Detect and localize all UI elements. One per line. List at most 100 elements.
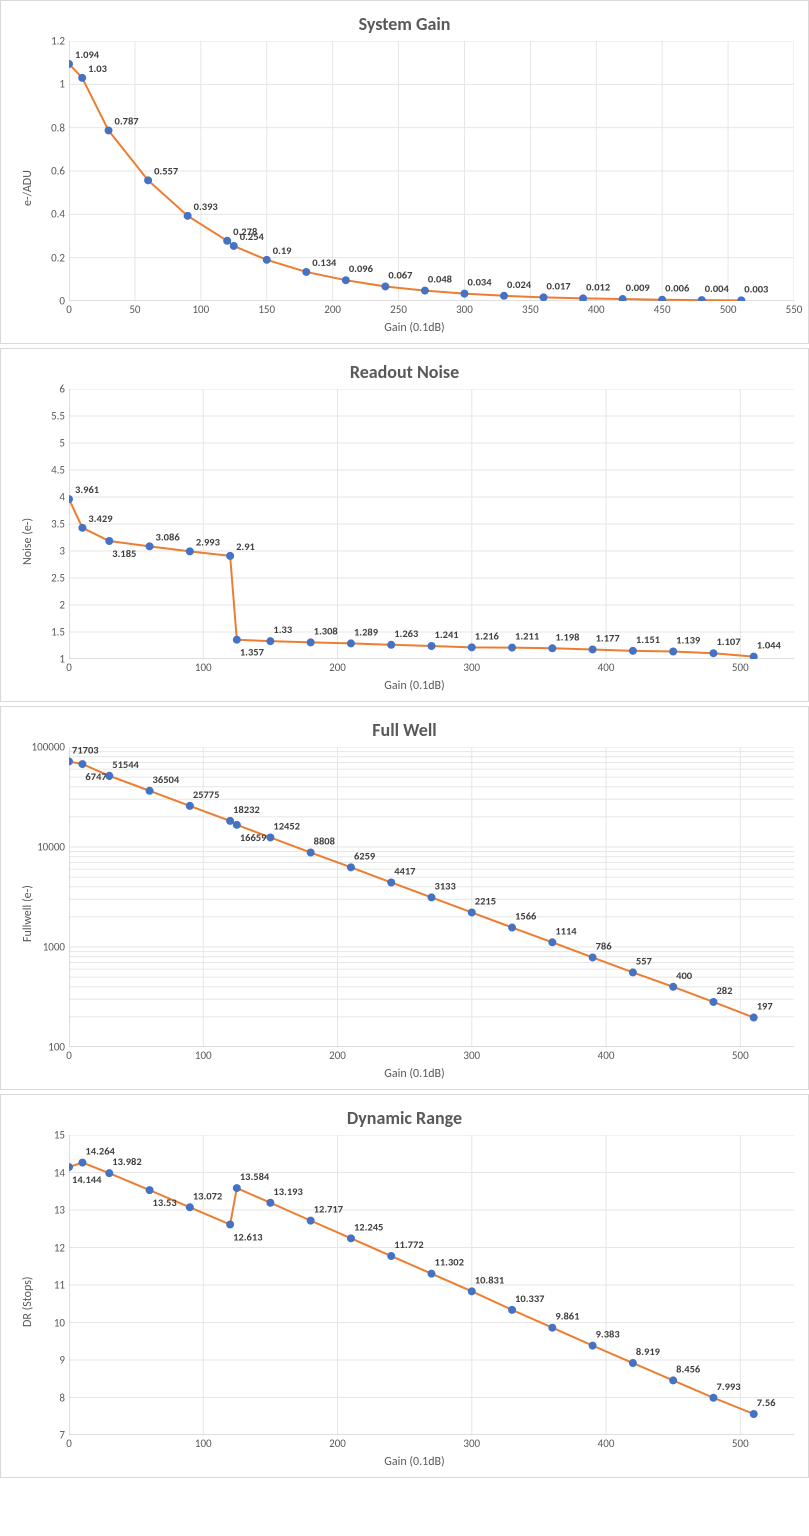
data-label: 1.263 [394, 627, 419, 640]
data-label: 13.193 [273, 1185, 303, 1198]
data-label: 18232 [233, 803, 260, 816]
y-tick-label: 1 [59, 78, 69, 91]
y-tick-label: 6 [59, 383, 69, 396]
y-tick-label: 0.8 [51, 121, 69, 134]
y-tick-label: 0.2 [51, 251, 69, 264]
data-label: 8808 [314, 835, 336, 848]
y-tick-label: 12 [54, 1241, 69, 1254]
x-tick-label: 550 [786, 303, 803, 316]
data-label: 7.993 [716, 1380, 741, 1393]
y-tick-label: 3.5 [51, 518, 69, 531]
chart-readout-noise: Readout NoiseNoise (e-)3.9613.4293.1853.… [0, 348, 809, 702]
chart-full-well: Full WellFullwell (e-)717036747651544365… [0, 706, 809, 1090]
data-label: 3133 [435, 879, 457, 892]
data-label: 0.034 [467, 276, 492, 289]
y-tick-label: 1.2 [51, 35, 69, 48]
data-label: 1.044 [757, 639, 782, 652]
y-tick-label: 13 [54, 1204, 69, 1217]
y-tick-label: 3 [59, 545, 69, 558]
data-label: 400 [676, 969, 693, 982]
data-label: 25775 [193, 788, 220, 801]
x-tick-label: 200 [329, 1049, 346, 1062]
data-label: 9.861 [555, 1310, 579, 1323]
data-label: 1.139 [676, 633, 701, 646]
y-axis-label: Noise (e-) [17, 389, 35, 693]
data-label: 51544 [112, 758, 139, 771]
x-tick-label: 400 [588, 303, 605, 316]
x-tick-label: 400 [598, 1049, 615, 1062]
x-tick-label: 0 [66, 1049, 72, 1062]
data-label: 1566 [515, 910, 537, 923]
data-label: 3.961 [75, 483, 99, 496]
data-label: 10.831 [475, 1273, 504, 1286]
x-tick-label: 500 [732, 1049, 749, 1062]
data-label: 557 [636, 954, 653, 967]
plot-area: 1.0941.030.7870.5570.3930.2780.2540.190.… [69, 41, 809, 301]
data-label: 11.302 [435, 1256, 464, 1269]
x-axis-label: Gain (0.1dB) [35, 1067, 794, 1081]
x-axis-label: Gain (0.1dB) [35, 679, 794, 693]
data-label: 1.094 [75, 48, 100, 61]
x-tick-label: 0 [66, 661, 72, 674]
plot-area: 7170367476515443650425775182321665912452… [69, 747, 809, 1047]
data-label: 0.096 [349, 262, 374, 275]
data-label: 9.383 [596, 1328, 621, 1341]
y-tick-label: 0.4 [51, 208, 69, 221]
data-label: 71703 [72, 747, 99, 756]
data-label: 13.072 [193, 1189, 222, 1202]
data-label: 1.107 [716, 635, 741, 648]
data-label: 282 [716, 984, 732, 997]
data-label: 12452 [273, 819, 300, 832]
page: System Gaine-/ADU1.0941.030.7870.5570.39… [0, 0, 809, 1478]
x-tick-label: 100 [195, 1049, 212, 1062]
x-tick-label: 50 [129, 303, 140, 316]
data-label: 0.003 [744, 282, 769, 295]
chart-title: Dynamic Range [17, 1107, 792, 1129]
data-label: 1.03 [88, 62, 107, 75]
plot-area: 14.14414.26413.98213.5313.07212.61313.58… [69, 1135, 809, 1435]
data-label: 13.982 [112, 1155, 141, 1168]
data-label: 3.086 [156, 530, 181, 543]
y-tick-label: 1000 [43, 941, 69, 954]
y-tick-label: 10 [54, 1316, 69, 1329]
data-label: 3.185 [112, 547, 136, 560]
data-label: 0.004 [705, 282, 730, 295]
data-label: 2.993 [196, 535, 221, 548]
y-tick-label: 4.5 [51, 464, 69, 477]
data-label: 1.177 [596, 631, 621, 644]
data-label: 1.308 [314, 624, 339, 637]
y-tick-label: 11 [54, 1279, 69, 1292]
x-tick-label: 500 [732, 661, 749, 674]
data-label: 7.56 [757, 1396, 776, 1409]
x-tick-label: 400 [598, 661, 615, 674]
x-tick-label: 150 [258, 303, 275, 316]
chart-title: Readout Noise [17, 361, 792, 383]
y-tick-label: 4 [59, 491, 69, 504]
data-label: 13.584 [240, 1170, 270, 1183]
y-tick-label: 14 [54, 1166, 69, 1179]
data-label: 0.006 [665, 282, 690, 295]
data-label: 2215 [475, 894, 496, 907]
plot-svg: 1.0941.030.7870.5570.3930.2780.2540.190.… [69, 41, 794, 301]
data-label: 1.357 [240, 646, 265, 659]
x-tick-label: 500 [720, 303, 737, 316]
data-label: 1.33 [273, 623, 292, 636]
chart-system-gain: System Gaine-/ADU1.0941.030.7870.5570.39… [0, 0, 809, 344]
data-label: 8.456 [676, 1362, 701, 1375]
data-label: 1.241 [435, 628, 459, 641]
x-tick-label: 500 [732, 1437, 749, 1450]
data-label: 11.772 [394, 1238, 423, 1251]
data-label: 12.613 [233, 1231, 263, 1244]
data-label: 1.216 [475, 629, 500, 642]
y-tick-label: 15 [54, 1129, 69, 1142]
plot-area: 3.9613.4293.1853.0862.9932.911.3571.331.… [69, 389, 809, 659]
plot-svg: 3.9613.4293.1853.0862.9932.911.3571.331.… [69, 389, 794, 659]
data-label: 16659 [240, 831, 267, 844]
data-label: 0.557 [154, 164, 179, 177]
data-label: 10.337 [515, 1292, 545, 1305]
data-label: 1.198 [555, 630, 580, 643]
chart-title: Full Well [17, 719, 792, 741]
x-tick-label: 300 [463, 661, 480, 674]
data-label: 0.012 [586, 280, 610, 293]
y-tick-label: 2 [59, 599, 69, 612]
